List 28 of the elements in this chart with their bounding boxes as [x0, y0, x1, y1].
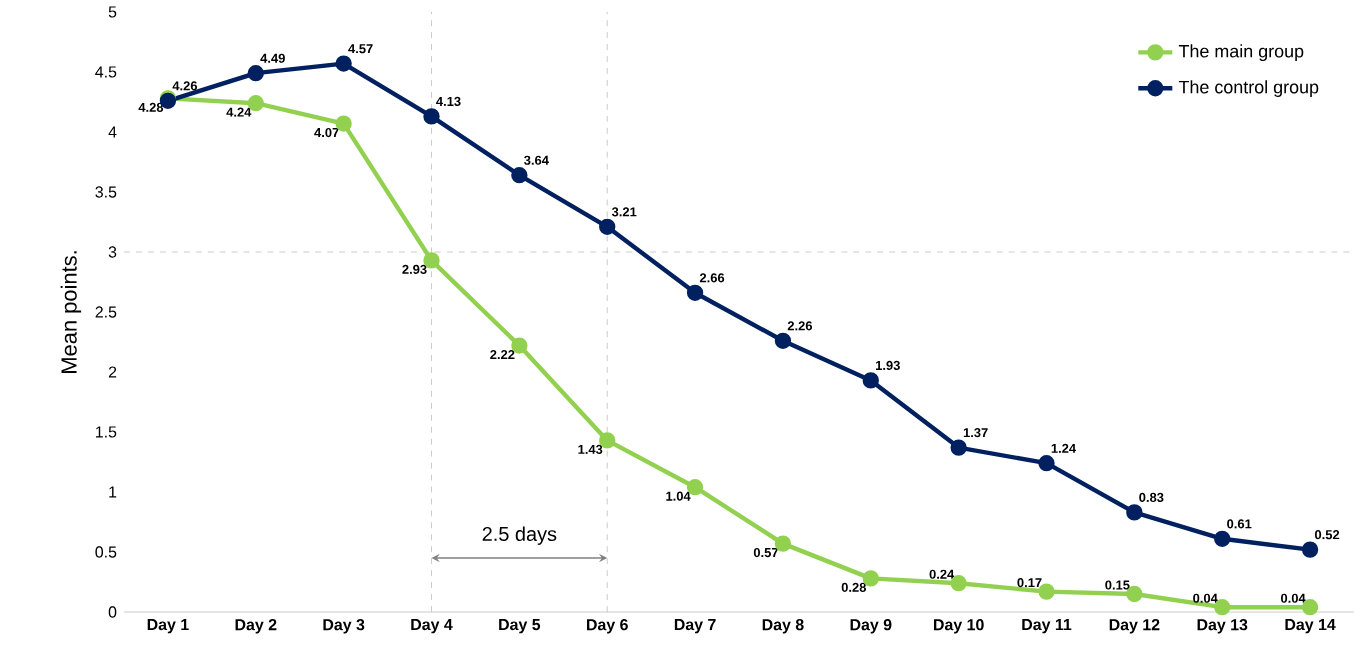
point: [1038, 583, 1055, 600]
point: [1038, 455, 1055, 472]
y-axis-title: Mean points.: [60, 251, 82, 373]
point: [423, 108, 440, 125]
point: [1214, 599, 1231, 616]
point: [599, 432, 616, 449]
point: [774, 535, 792, 552]
point: [1126, 504, 1143, 521]
legend-label: The control group: [1178, 80, 1319, 97]
point: [511, 337, 528, 354]
annotation: 2.5 days: [482, 526, 557, 545]
point: [1301, 599, 1319, 616]
point: [1214, 530, 1231, 547]
point: [950, 439, 967, 456]
point: [599, 218, 616, 235]
point: [1126, 585, 1143, 603]
point: [686, 284, 704, 301]
point: [950, 575, 967, 592]
point: [774, 332, 792, 349]
point: [423, 252, 440, 269]
point: [335, 55, 352, 72]
point: [247, 65, 264, 82]
point: [862, 570, 879, 587]
point: [511, 167, 528, 184]
point: [335, 115, 352, 132]
point: [1301, 541, 1319, 558]
legend-label: The main group: [1178, 44, 1304, 62]
point: [862, 372, 879, 389]
